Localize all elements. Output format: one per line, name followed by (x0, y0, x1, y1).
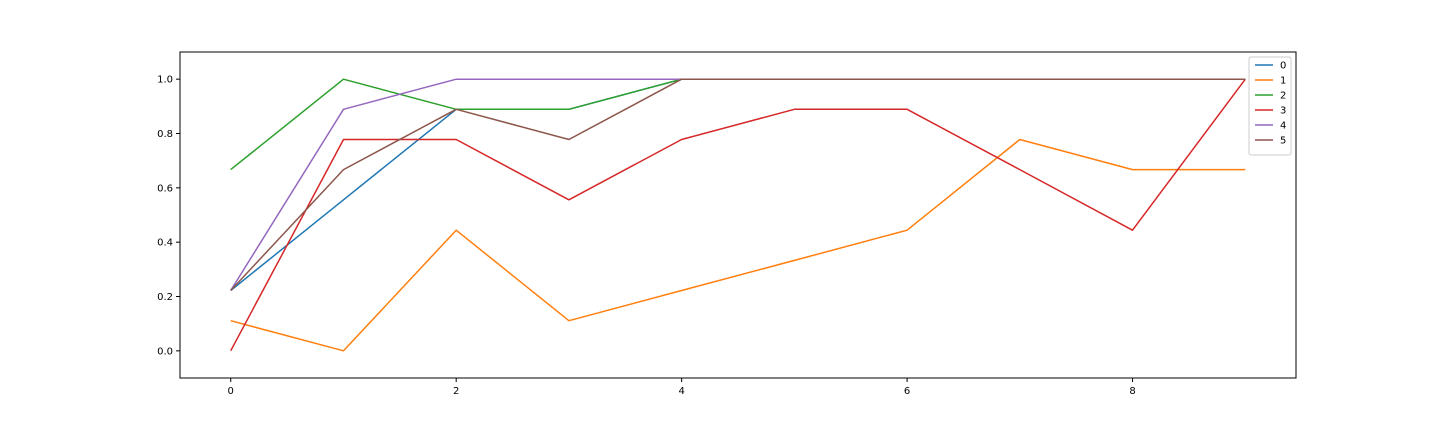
series-layer (230, 78, 1246, 352)
x-tick-label: 2 (453, 386, 459, 397)
legend-label-2: 2 (1280, 91, 1286, 102)
legend-label-5: 5 (1280, 136, 1286, 147)
legend-label-1: 1 (1280, 76, 1286, 87)
x-tick-label: 6 (904, 386, 910, 397)
x-tick-label: 4 (678, 386, 684, 397)
plot-frame (179, 51, 1297, 379)
legend-label-4: 4 (1280, 121, 1286, 132)
x-tick-label: 0 (228, 386, 234, 397)
y-tick-label: 0.6 (157, 183, 173, 194)
x-axis: 0 2 4 6 8 (228, 378, 1136, 397)
series-line-1 (230, 138, 1246, 352)
x-tick-label: 8 (1129, 386, 1135, 397)
y-tick-label: 0.0 (157, 346, 173, 357)
legend-label-0: 0 (1280, 61, 1286, 72)
y-tick-label: 0.8 (157, 129, 173, 140)
y-axis: 0.0 0.2 0.4 0.6 0.8 1.0 (157, 75, 180, 357)
y-tick-label: 0.4 (157, 238, 173, 249)
y-tick-label: 1.0 (157, 75, 173, 86)
y-tick-label: 0.2 (157, 292, 173, 303)
legend: 0 1 2 3 4 5 (1248, 56, 1292, 156)
legend-label-3: 3 (1280, 106, 1286, 117)
series-line-5 (230, 78, 1246, 292)
legend-box (1248, 56, 1292, 156)
